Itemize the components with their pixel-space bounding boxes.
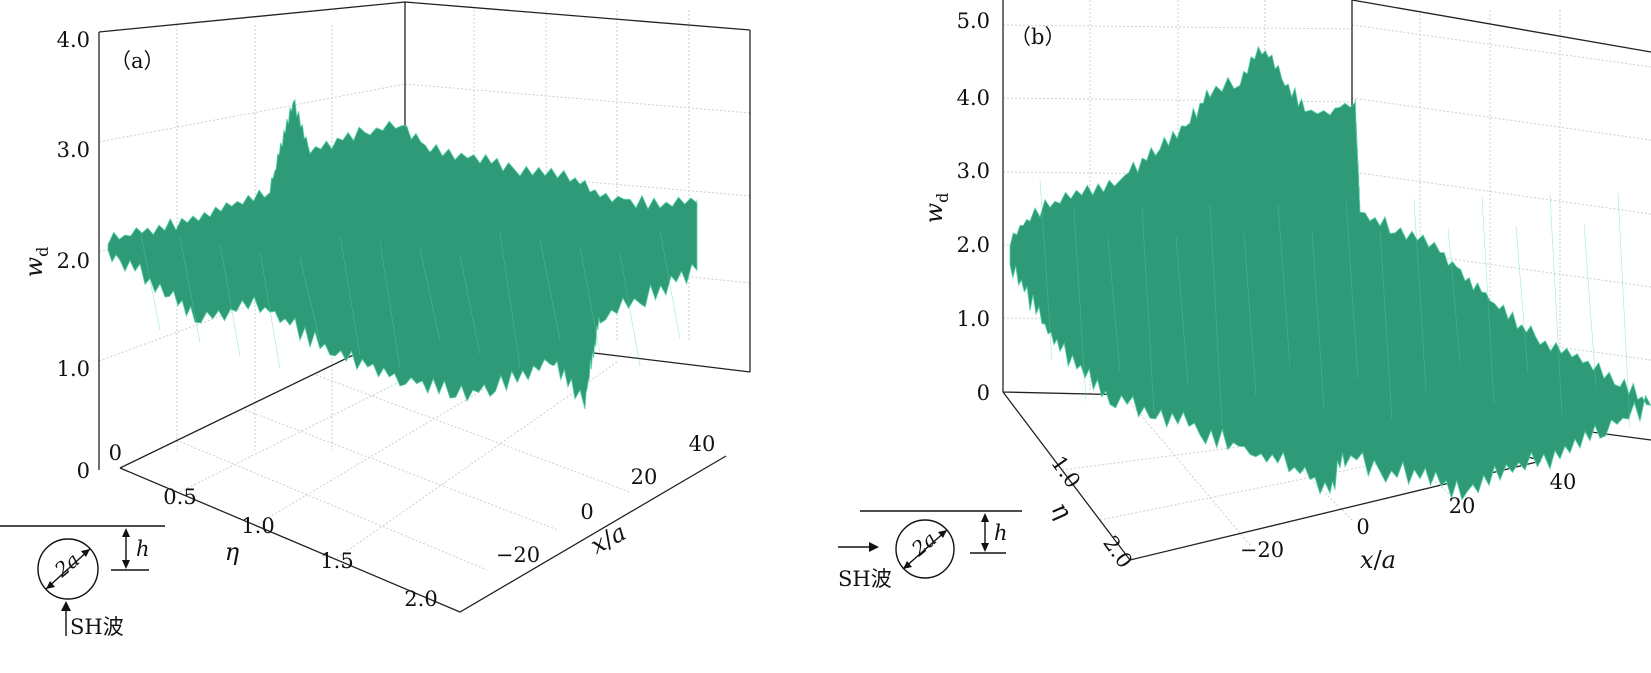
b-mesh-line [1209,204,1223,426]
b-mesh-line [1141,206,1155,414]
b-inset-diameter-label: 2a [906,527,941,562]
b-z-tick-1: 1.0 [957,307,990,331]
a-x-tick-0: −20 [496,543,540,567]
b-grid-line [1351,24,1651,68]
a-eta-tick-0: 0.5 [163,485,196,509]
a-mesh-line [339,234,361,356]
a-x-tick-2: 20 [631,465,658,489]
a-inset-cavity [37,538,99,600]
a-grid-line [244,409,559,531]
b-inset-diagram: 2a h SH波 [838,510,1022,591]
a-z-tick-3: 3.0 [57,138,90,162]
b-inset-cavity [895,519,955,579]
a-eta-tick-3: 2.0 [404,587,437,611]
panel-b-surface-mesh [1039,179,1631,428]
a-mesh-line [379,241,401,369]
panel-a-surface [107,98,698,410]
a-x-tick-3: 40 [689,432,716,456]
a-mesh-line [299,257,321,343]
a-mesh-line [219,243,241,357]
b-mesh-line [1311,231,1325,409]
a-mesh-line [419,248,441,342]
b-z-tick-0: 0 [977,381,990,405]
b-grid-line [1229,397,1353,521]
panel-b: 0 1.0 2.0 3.0 4.0 5.0 wd （b） 1.0 2.0 η −… [838,0,1651,591]
b-mesh-line [1345,200,1359,380]
a-inset-wave-label: SH波 [70,615,124,639]
a-panel-label: （a） [110,49,165,73]
a-grid-line [404,83,751,114]
b-mesh-line [1039,179,1053,361]
a-inset-diagram: 2a h SH波 [0,525,165,639]
b-z-tick-2: 2.0 [957,233,990,257]
b-mesh-line [1379,229,1393,421]
b-x-tick-0: −20 [1240,538,1284,562]
a-inset-diameter-label: 2a [49,548,84,583]
a-mesh-line [539,239,561,341]
a-mesh-line [259,250,281,370]
b-mesh-line [1481,196,1495,404]
a-eta-zero-tick: 0 [109,441,122,465]
a-inset-depth-label: h [136,537,150,561]
b-x-tick-2: 20 [1449,494,1476,518]
b-mesh-line [1617,192,1631,428]
b-grid-line [1099,439,1496,521]
b-z-tick-3: 3.0 [957,159,990,183]
a-z-tick-0: 0 [77,459,90,483]
a-grid-line [336,361,618,559]
a-mesh-line [579,246,601,354]
b-mesh-line [1413,198,1427,392]
a-z-tick-1: 1.0 [57,357,90,381]
a-grid-line [175,439,488,571]
a-z-tick-2: 2.0 [57,249,90,273]
b-grid-line [1351,171,1651,215]
b-mesh-line [1447,227,1461,363]
b-grid-line [1124,395,1251,546]
a-z-label: wd [20,247,52,278]
panel-a-floor-front [119,455,727,613]
svg-text:wd: wd [20,247,52,278]
a-x-tick-1: 0 [580,500,593,524]
b-mesh-line [1277,202,1291,368]
b-x-tick-3: 40 [1550,470,1577,494]
b-inset-depth-label: h [994,521,1008,545]
a-mesh-line [499,232,521,368]
b-x-label: x/a [1360,546,1396,574]
panel-b-surface [1009,45,1651,501]
a-inset-wave-arrow [61,601,71,611]
a-mesh-line [659,230,681,340]
svg-text:wd: wd [920,193,952,224]
b-grid-line [1351,97,1651,141]
b-eta-label: η [1046,496,1078,524]
b-inset-wave-arrow [869,542,879,552]
b-inset-wave-label: SH波 [838,567,892,591]
b-z-tick-5: 5.0 [957,9,990,33]
panel-a-surface-mesh [139,229,681,370]
a-mesh-line [139,229,161,331]
a-mesh-line [459,255,481,355]
b-mesh-line [1515,225,1529,375]
a-mesh-line [619,253,641,367]
b-z-label: wd [920,193,952,224]
b-panel-label: （b） [1010,25,1065,49]
b-mesh-line [1073,208,1087,402]
a-eta-tick-2: 1.5 [320,549,353,573]
b-mesh-line [1549,194,1563,416]
b-mesh-line [1175,235,1189,385]
a-eta-tick-1: 1.0 [241,514,274,538]
b-x-tick-1: 0 [1356,515,1369,539]
a-eta-label: η [225,538,240,566]
a-mesh-line [179,236,201,344]
a-x-label: x/a [586,518,631,560]
b-z-tick-4: 4.0 [957,86,990,110]
b-mesh-line [1243,233,1257,397]
b-mesh-line [1107,237,1121,373]
b-eta-tick-1: 2.0 [1098,531,1137,572]
b-mesh-line [1583,223,1597,387]
panel-a: 0 1.0 2.0 3.0 4.0 wd （a） 0 0.5 1.0 1.5 2… [0,1,751,639]
a-z-tick-4: 4.0 [57,28,90,52]
